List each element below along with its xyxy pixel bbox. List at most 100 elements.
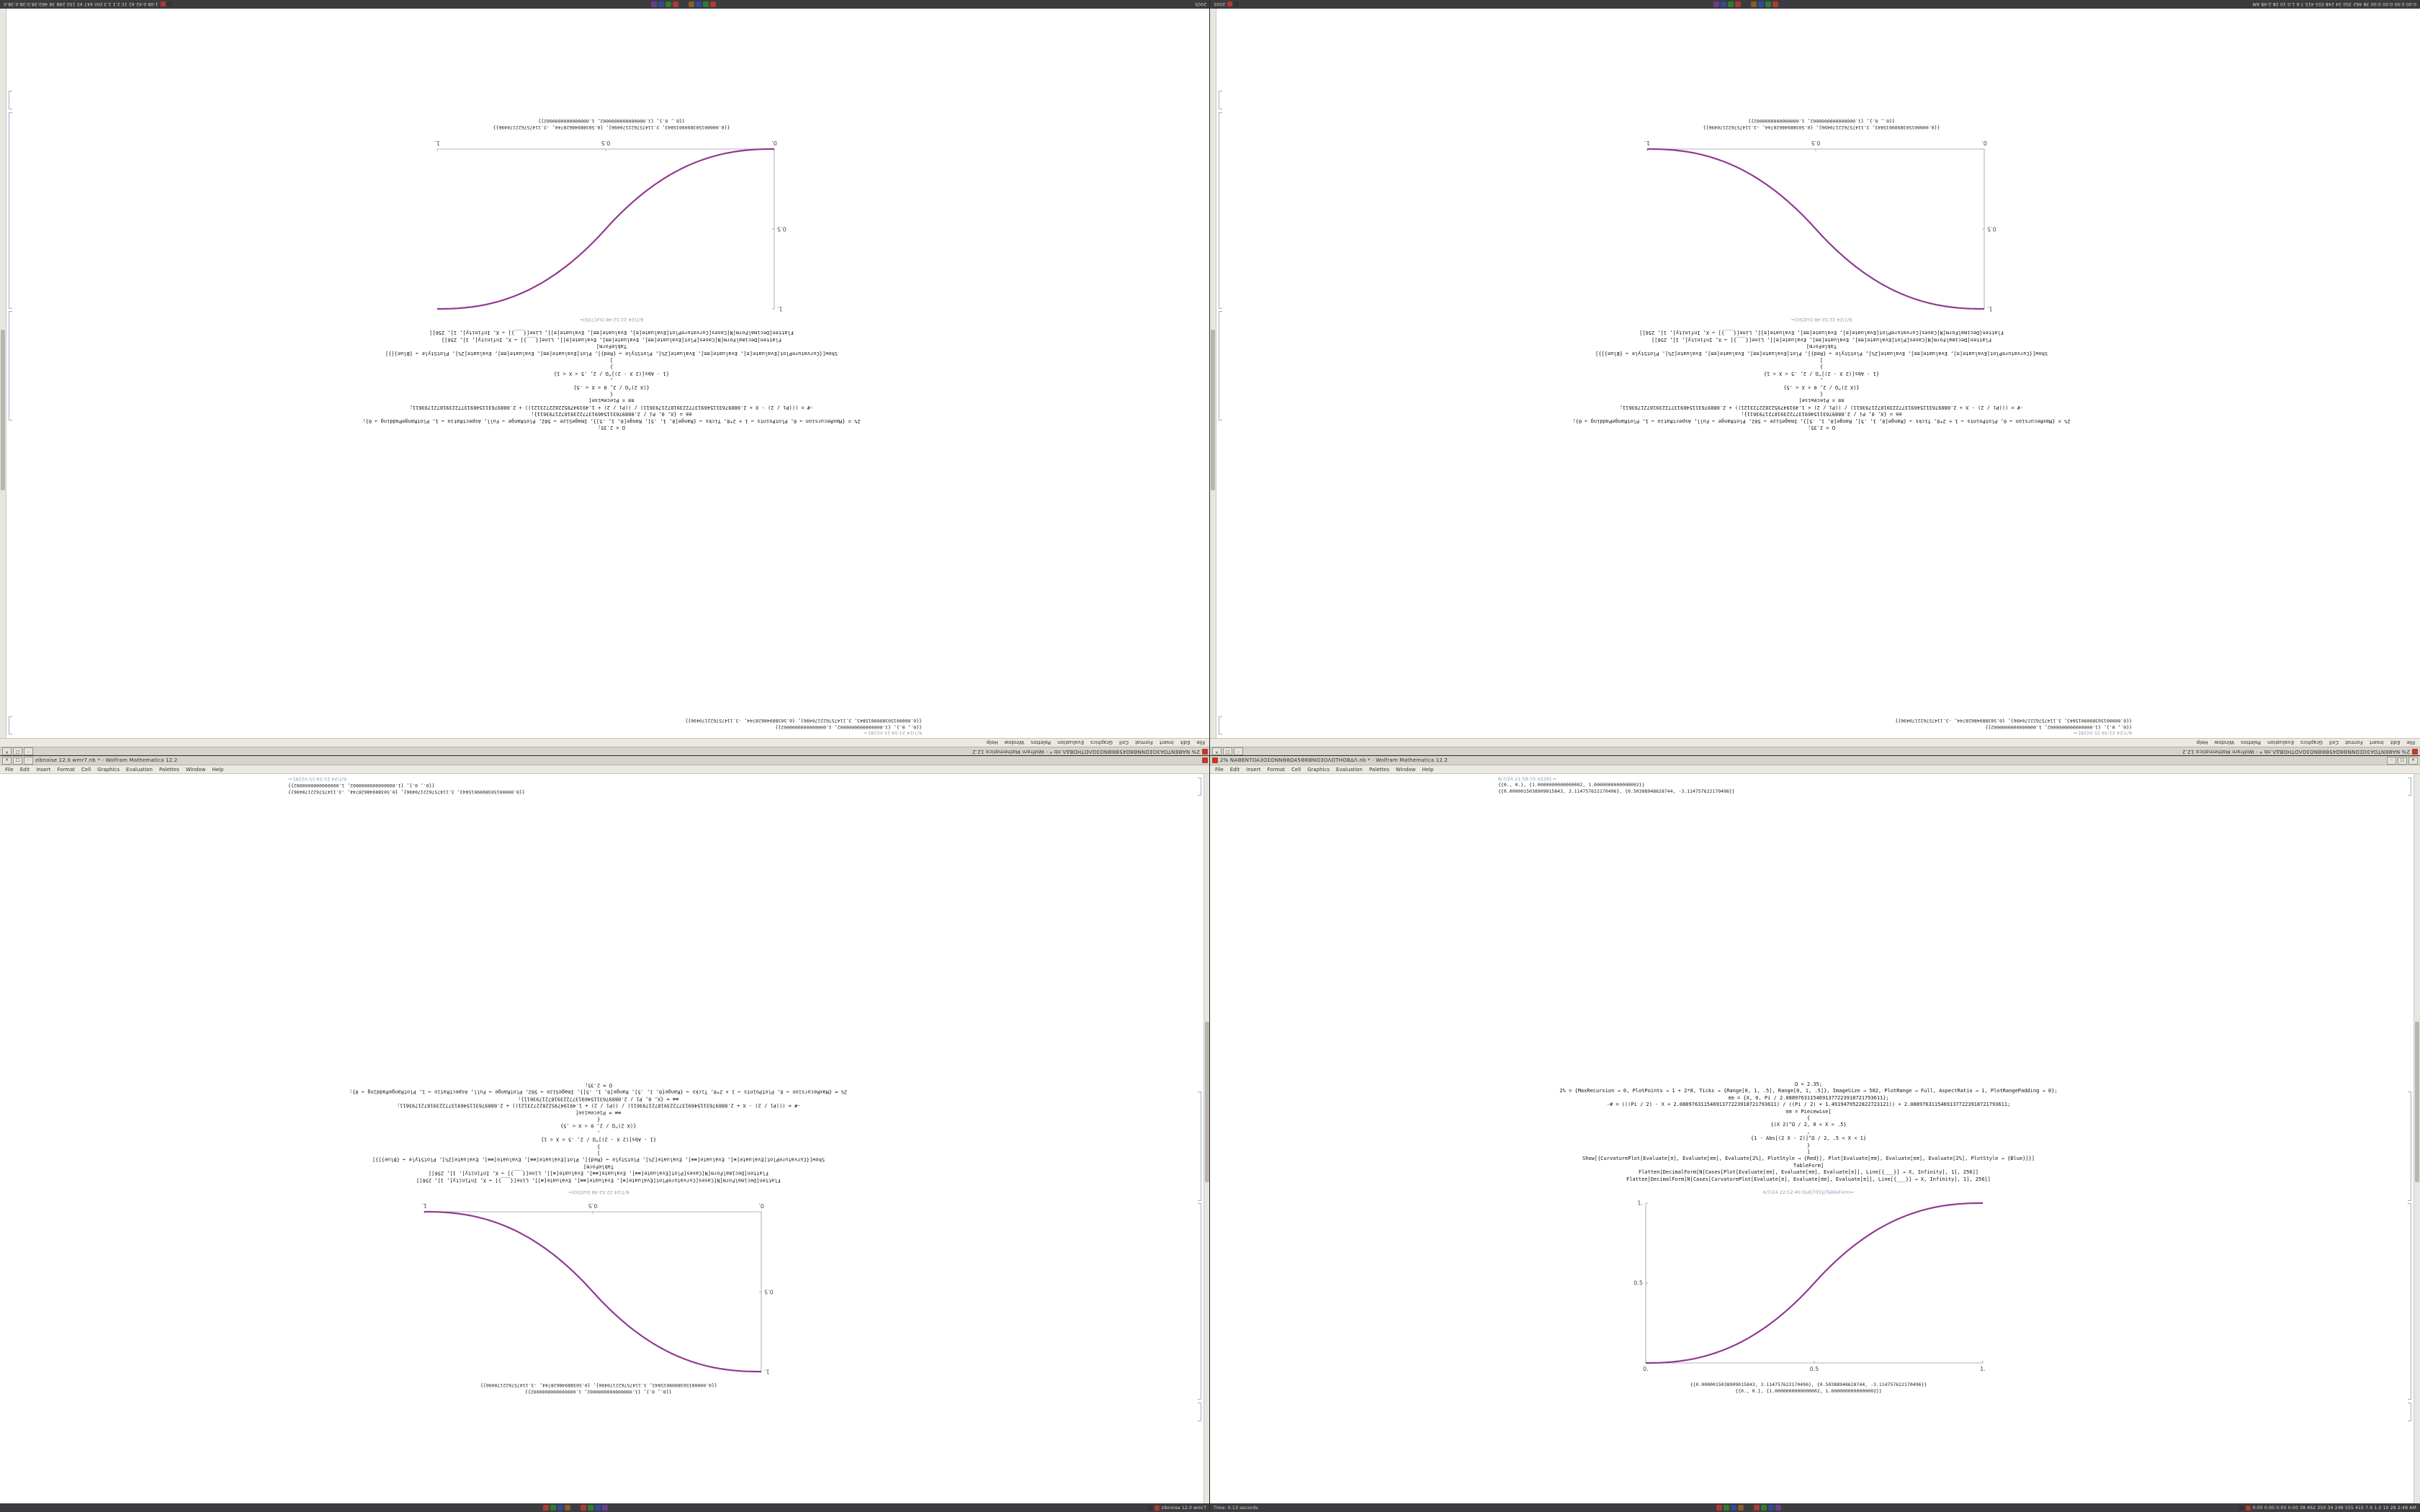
app-icon[interactable]	[658, 1, 664, 7]
app-icon[interactable]	[1757, 1, 1764, 7]
maximize-button[interactable]: □	[13, 756, 22, 765]
menu-item[interactable]: Window	[185, 766, 206, 773]
code-line[interactable]: Show[{CurvaturePlot[Evaluate[≡], Evaluat…	[1582, 1156, 2035, 1162]
code-line[interactable]: {1 - Abs[(2 X - 2)]^Ω / 2, .5 < X < 1}	[1750, 1135, 1867, 1142]
app-icon[interactable]	[1727, 1, 1734, 7]
vertical-scrollbar[interactable]	[0, 9, 6, 738]
app-icon[interactable]	[695, 1, 702, 7]
code-line[interactable]: }	[1806, 1142, 1811, 1148]
code-cell[interactable]: Ω = 2.35; 2% = {MaxRecursion → 0, PlotPoi…	[1559, 1081, 2057, 1183]
code-line[interactable]: ≡≡ = {X, 0, Pi / 2.088976311546913772239…	[531, 411, 692, 418]
code-line[interactable]: 2% = {MaxRecursion → 0, PlotPoints → 1 +…	[1559, 1088, 2058, 1094]
cell-brackets[interactable]	[2406, 774, 2413, 1503]
app-icon[interactable]	[709, 1, 716, 7]
menu-item[interactable]: Window	[1395, 766, 1416, 773]
code-line[interactable]: ≡≡ = Piecewise[	[1785, 1108, 1832, 1115]
tray-icon[interactable]	[166, 1, 172, 7]
app-icon[interactable]	[672, 1, 678, 7]
code-line[interactable]: }	[1819, 364, 1824, 370]
code-line[interactable]: Flatten[DecimalForm[N[Cases[CurvaturePlo…	[416, 1177, 781, 1184]
menu-item[interactable]: Help	[1422, 766, 1434, 773]
app-icon[interactable]	[550, 1505, 557, 1511]
code-line[interactable]: Show[{CurvaturePlot[Evaluate[≡], Evaluat…	[1595, 350, 2048, 356]
code-line[interactable]: }	[596, 1143, 601, 1150]
code-line[interactable]: TableForm]	[583, 1164, 614, 1170]
menu-item[interactable]: Graphics	[2300, 739, 2323, 746]
scrollbar-thumb[interactable]	[1211, 329, 1215, 490]
minimize-button[interactable]: –	[2387, 756, 2396, 765]
window-titlebar[interactable]: ✕ □ – zibnoise 12.0 wmr7.nb * - Wolfram …	[0, 756, 1210, 765]
code-line[interactable]: ≡≡ = Piecewise[	[588, 397, 635, 404]
minimize-button[interactable]: –	[24, 756, 33, 765]
code-line[interactable]: ]	[1806, 1149, 1811, 1156]
app-icon[interactable]	[1772, 1, 1778, 7]
menu-item[interactable]: File	[1196, 739, 1205, 746]
app-icon[interactable]	[1775, 1505, 1781, 1511]
menu-item[interactable]: Window	[1004, 739, 1025, 746]
code-line[interactable]: ≡≡ = Piecewise[	[575, 1110, 622, 1116]
menu-item[interactable]: File	[5, 766, 14, 773]
tray-icon[interactable]	[2245, 1505, 2251, 1511]
code-cell[interactable]: Ω = 2.35; 2% = {MaxRecursion → 0, PlotPoi…	[1572, 329, 2070, 431]
menu-item[interactable]: Cell	[1119, 739, 1129, 746]
menu-item[interactable]: Cell	[2329, 739, 2339, 746]
code-line[interactable]: -# = (((Pi / 2) - X + 2.0889763115469137…	[1606, 1102, 2011, 1108]
vertical-scrollbar[interactable]	[1204, 774, 1210, 1503]
app-icon[interactable]	[688, 1, 694, 7]
code-line[interactable]: Flatten[DecimalForm[N[Cases[CurvaturePlo…	[429, 330, 794, 336]
code-line[interactable]: ≡≡ = {X, 0, Pi / 2.088976311546913772239…	[1728, 1094, 1889, 1101]
menu-item[interactable]: File	[1215, 766, 1224, 773]
code-line[interactable]: {	[1819, 390, 1824, 397]
app-icon[interactable]	[581, 1505, 587, 1511]
menu-item[interactable]: Palettes	[158, 766, 179, 773]
app-icon[interactable]	[1720, 1, 1726, 7]
menu-item[interactable]: Graphics	[97, 766, 120, 773]
code-line[interactable]: Ω = 2.35;	[1808, 425, 1835, 431]
menu-item[interactable]: Palettes	[2241, 739, 2262, 746]
app-icon[interactable]	[702, 1, 709, 7]
menu-item[interactable]: Format	[1267, 766, 1286, 773]
code-line[interactable]: TableForm]	[1793, 1162, 1824, 1169]
app-icon[interactable]	[1760, 1505, 1767, 1511]
menu-item[interactable]: Format	[1134, 739, 1153, 746]
code-line[interactable]: Flatten[DecimalForm[N[Cases[Plot[Evaluat…	[1638, 1169, 1978, 1176]
code-line[interactable]: {(X 2)^Ω / 2, 0 < X < .5}	[560, 1122, 637, 1129]
code-line[interactable]: Ω = 2.35;	[1795, 1081, 1822, 1087]
menu-item[interactable]: Edit	[19, 766, 30, 773]
menu-item[interactable]: Evaluation	[1336, 766, 1363, 773]
app-icon[interactable]	[588, 1505, 594, 1511]
code-line[interactable]: Flatten[DecimalForm[N[Cases[CurvaturePlo…	[1626, 1176, 1991, 1182]
code-cell[interactable]: Ω = 2.35; 2% = {MaxRecursion → 0, PlotPoi…	[362, 329, 860, 431]
code-line[interactable]: ≡≡ = Piecewise[	[1798, 397, 1845, 404]
menu-item[interactable]: Edit	[1180, 739, 1191, 746]
app-icon[interactable]	[665, 1, 671, 7]
app-icon[interactable]	[1716, 1505, 1722, 1511]
code-line[interactable]: Flatten[DecimalForm[N[Cases[Plot[Evaluat…	[428, 1170, 768, 1176]
menu-item[interactable]: Evaluation	[1057, 739, 1084, 746]
maximize-button[interactable]: □	[13, 747, 22, 756]
menu-item[interactable]: Graphics	[1307, 766, 1330, 773]
vertical-scrollbar[interactable]	[2414, 774, 2420, 1503]
window-titlebar[interactable]: 2% NAΘENTOA3OΣONNΘ8Ω45Θ8ΘNO3OΛOTHOBΔΛ.nb…	[0, 747, 1210, 756]
code-line[interactable]: ]	[609, 356, 614, 363]
menu-item[interactable]: Cell	[81, 766, 91, 773]
menu-item[interactable]: Palettes	[1368, 766, 1389, 773]
app-icon[interactable]	[1713, 1, 1719, 7]
code-line[interactable]: TableForm]	[1806, 343, 1837, 350]
tray-icon[interactable]	[1154, 1505, 1160, 1511]
app-icon[interactable]	[1730, 1505, 1736, 1511]
scrollbar-thumb[interactable]	[2415, 1022, 2419, 1183]
close-button[interactable]: ✕	[2, 747, 12, 756]
code-line[interactable]: -# = (((Pi / 2) - X + 2.0889763115469137…	[396, 1102, 801, 1109]
menu-item[interactable]: Insert	[36, 766, 51, 773]
app-icon[interactable]	[1767, 1505, 1774, 1511]
menu-item[interactable]: Insert	[2369, 739, 2384, 746]
app-icon[interactable]	[1734, 1, 1741, 7]
code-line[interactable]: Show[{CurvaturePlot[Evaluate[≡], Evaluat…	[385, 350, 838, 356]
code-line[interactable]: 2% = {MaxRecursion → 0, PlotPoints → 1 +…	[349, 1089, 848, 1095]
scrollbar-thumb[interactable]	[1, 329, 5, 490]
cell-brackets[interactable]	[1196, 774, 1203, 1503]
app-icon[interactable]	[1765, 1, 1771, 7]
maximize-button[interactable]: □	[1223, 747, 1232, 756]
window-titlebar[interactable]: 2% NAΘENTOA3OΣONNΘ8Ω45Θ8ΘNO3OΛOTHOBΔΛ.nb…	[1210, 747, 2420, 756]
